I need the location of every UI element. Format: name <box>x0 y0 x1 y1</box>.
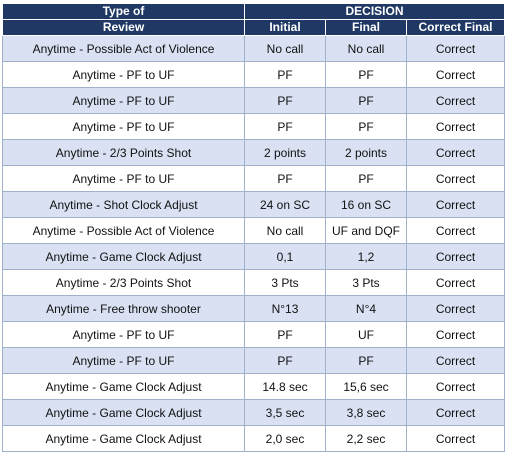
cell-initial: PF <box>244 347 326 374</box>
table-row: Anytime - Shot Clock Adjust 24 on SC 16 on… <box>2 191 505 218</box>
cell-correct-final: Correct <box>406 347 505 374</box>
header-correct-final: Correct Final <box>406 19 505 36</box>
cell-correct-final: Correct <box>406 217 505 244</box>
cell-review-type: Anytime - Game Clock Adjust <box>2 425 245 452</box>
table-row: Anytime - PF to UF PF PF Correct <box>2 165 505 192</box>
cell-final: UF and DQF <box>325 217 407 244</box>
cell-initial: PF <box>244 87 326 114</box>
cell-initial: 3,5 sec <box>244 399 326 426</box>
cell-correct-final: Correct <box>406 269 505 296</box>
table-row: Anytime - 2/3 Points Shot 3 Pts 3 Pts Corre… <box>2 269 505 296</box>
cell-review-type: Anytime - Possible Act of Violence <box>2 217 245 244</box>
cell-initial: 2 points <box>244 139 326 166</box>
table-row: Anytime - 2/3 Points Shot 2 points 2 point… <box>2 139 505 166</box>
cell-final: 16 on SC <box>325 191 407 218</box>
cell-review-type: Anytime - Free throw shooter <box>2 295 245 322</box>
table-row: Anytime - Game Clock Adjust 3,5 sec 3,8 se… <box>2 399 505 426</box>
cell-correct-final: Correct <box>406 113 505 140</box>
header-decision: DECISION <box>244 3 505 20</box>
table-row: Anytime - PF to UF PF PF Correct <box>2 61 505 88</box>
cell-correct-final: Correct <box>406 61 505 88</box>
cell-final: 2 points <box>325 139 407 166</box>
cell-review-type: Anytime - PF to UF <box>2 321 245 348</box>
cell-initial: N°13 <box>244 295 326 322</box>
cell-correct-final: Correct <box>406 87 505 114</box>
cell-initial: 24 on SC <box>244 191 326 218</box>
table-row: Anytime - PF to UF PF PF Correct <box>2 347 505 374</box>
cell-review-type: Anytime - 2/3 Points Shot <box>2 139 245 166</box>
cell-correct-final: Correct <box>406 321 505 348</box>
cell-final: 1,2 <box>325 243 407 270</box>
cell-final: UF <box>325 321 407 348</box>
header-review: Review <box>2 19 245 36</box>
cell-final: PF <box>325 87 407 114</box>
cell-final: 15,6 sec <box>325 373 407 400</box>
cell-review-type: Anytime - Possible Act of Violence <box>2 35 245 62</box>
cell-correct-final: Correct <box>406 295 505 322</box>
header-type-of: Type of <box>2 3 245 20</box>
cell-correct-final: Correct <box>406 399 505 426</box>
cell-correct-final: Correct <box>406 373 505 400</box>
table-row: Anytime - PF to UF PF PF Correct <box>2 113 505 140</box>
review-decision-table: Type of DECISION Review Initial Final Co… <box>2 3 505 452</box>
table-header: Type of DECISION Review Initial Final Co… <box>2 3 505 36</box>
cell-final: PF <box>325 61 407 88</box>
cell-initial: PF <box>244 165 326 192</box>
cell-review-type: Anytime - PF to UF <box>2 113 245 140</box>
cell-correct-final: Correct <box>406 425 505 452</box>
cell-final: No call <box>325 35 407 62</box>
cell-review-type: Anytime - PF to UF <box>2 87 245 114</box>
cell-initial: PF <box>244 321 326 348</box>
cell-review-type: Anytime - Game Clock Adjust <box>2 373 245 400</box>
header-initial: Initial <box>244 19 326 36</box>
cell-initial: PF <box>244 61 326 88</box>
cell-review-type: Anytime - PF to UF <box>2 347 245 374</box>
table-row: Anytime - Game Clock Adjust 2,0 sec 2,2 se… <box>2 425 505 452</box>
cell-initial: 14.8 sec <box>244 373 326 400</box>
cell-correct-final: Correct <box>406 243 505 270</box>
cell-correct-final: Correct <box>406 35 505 62</box>
table-row: Anytime - Game Clock Adjust 0,1 1,2 Correct <box>2 243 505 270</box>
cell-initial: 3 Pts <box>244 269 326 296</box>
review-table-container: Type of DECISION Review Initial Final Co… <box>2 3 505 452</box>
table-row: Anytime - Game Clock Adjust 14.8 sec 15,6 … <box>2 373 505 400</box>
cell-initial: No call <box>244 217 326 244</box>
cell-correct-final: Correct <box>406 165 505 192</box>
cell-review-type: Anytime - Game Clock Adjust <box>2 243 245 270</box>
cell-review-type: Anytime - Shot Clock Adjust <box>2 191 245 218</box>
cell-review-type: Anytime - Game Clock Adjust <box>2 399 245 426</box>
table-row: Anytime - PF to UF PF PF Correct <box>2 87 505 114</box>
table-row: Anytime - Free throw shooter N°13 N°4 Corre… <box>2 295 505 322</box>
cell-final: 3,8 sec <box>325 399 407 426</box>
cell-initial: 2,0 sec <box>244 425 326 452</box>
cell-correct-final: Correct <box>406 139 505 166</box>
cell-initial: No call <box>244 35 326 62</box>
cell-final: 3 Pts <box>325 269 407 296</box>
cell-correct-final: Correct <box>406 191 505 218</box>
cell-final: 2,2 sec <box>325 425 407 452</box>
cell-review-type: Anytime - PF to UF <box>2 61 245 88</box>
cell-final: PF <box>325 165 407 192</box>
table-row: Anytime - PF to UF PF UF Correct <box>2 321 505 348</box>
cell-review-type: Anytime - 2/3 Points Shot <box>2 269 245 296</box>
cell-review-type: Anytime - PF to UF <box>2 165 245 192</box>
cell-final: PF <box>325 113 407 140</box>
table-body: Anytime - Possible Act of Violence No cal… <box>2 35 505 452</box>
cell-initial: 0,1 <box>244 243 326 270</box>
table-row: Anytime - Possible Act of Violence No cal… <box>2 35 505 62</box>
cell-final: N°4 <box>325 295 407 322</box>
cell-final: PF <box>325 347 407 374</box>
cell-initial: PF <box>244 113 326 140</box>
header-final: Final <box>325 19 407 36</box>
table-row: Anytime - Possible Act of Violence No cal… <box>2 217 505 244</box>
